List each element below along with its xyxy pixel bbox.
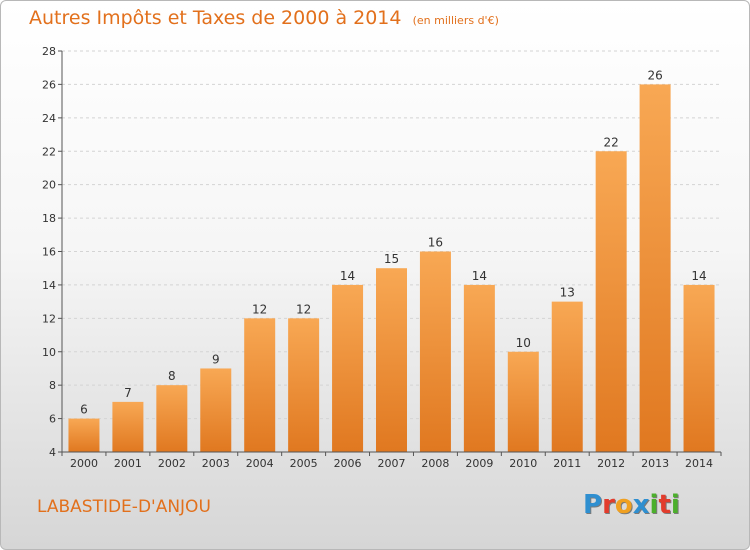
logo-letter: o <box>614 490 633 520</box>
data-label: 12 <box>296 302 311 316</box>
data-label: 6 <box>80 403 88 417</box>
bar <box>156 385 188 452</box>
x-tick-label: 2006 <box>334 457 362 470</box>
bar <box>244 318 276 452</box>
x-tick-label: 2002 <box>158 457 186 470</box>
x-tick-label: 2004 <box>246 457 274 470</box>
y-tick-label: 18 <box>42 212 56 225</box>
x-tick-label: 2007 <box>378 457 406 470</box>
data-label: 16 <box>428 236 443 250</box>
bars <box>68 84 715 453</box>
bar <box>551 301 583 452</box>
x-tick-label: 2000 <box>70 457 98 470</box>
bar <box>200 368 232 452</box>
proxiti-logo: Proxiti <box>583 490 680 520</box>
x-tick-label: 2012 <box>597 457 625 470</box>
data-label: 26 <box>647 68 662 82</box>
data-label: 7 <box>124 386 132 400</box>
bar <box>507 351 539 452</box>
data-labels: 6 7 8 9 12 12 14 15 16 14 10 13 22 26 14 <box>80 68 707 416</box>
x-tick-label: 2008 <box>421 457 449 470</box>
data-label: 8 <box>168 369 176 383</box>
bar <box>683 284 715 452</box>
y-tick-label: 24 <box>42 112 56 125</box>
y-tick-label: 4 <box>49 446 56 459</box>
bar <box>419 251 451 452</box>
bar <box>112 401 144 452</box>
data-label: 15 <box>384 252 399 266</box>
y-tick-label: 26 <box>42 78 56 91</box>
x-tick-label: 2009 <box>465 457 493 470</box>
bar <box>463 284 495 452</box>
x-tick-label: 2013 <box>641 457 669 470</box>
y-tick-label: 10 <box>42 346 56 359</box>
logo-letter: x <box>632 490 650 520</box>
logo-letter: i <box>649 490 659 520</box>
chart-title-group: Autres Impôts et Taxes de 2000 à 2014 (e… <box>29 7 499 29</box>
chart-title: Autres Impôts et Taxes de 2000 à 2014 <box>29 7 402 29</box>
bar <box>332 284 364 452</box>
logo-letter: i <box>670 490 680 520</box>
city-name: LABASTIDE-D'ANJOU <box>37 497 211 517</box>
data-label: 14 <box>472 269 487 283</box>
data-label: 14 <box>691 269 706 283</box>
chart-subtitle: (en milliers d'€) <box>412 14 499 27</box>
y-tick-label: 28 <box>42 45 56 58</box>
y-tick-label: 16 <box>42 246 56 259</box>
data-label: 14 <box>340 269 355 283</box>
x-tick-label: 2010 <box>509 457 537 470</box>
y-tick-label: 6 <box>49 413 56 426</box>
logo-letter: r <box>602 490 615 520</box>
y-tick-label: 20 <box>42 179 56 192</box>
y-tick-label: 22 <box>42 145 56 158</box>
y-tick-label: 14 <box>42 279 56 292</box>
data-label: 13 <box>560 286 575 300</box>
x-tick-label: 2005 <box>290 457 318 470</box>
data-label: 22 <box>604 135 619 149</box>
y-tick-label: 12 <box>42 312 56 325</box>
bar <box>639 84 671 453</box>
x-tick-label: 2001 <box>114 457 142 470</box>
bar <box>595 151 627 452</box>
x-tick-label: 2003 <box>202 457 230 470</box>
logo-letter: t <box>658 490 671 520</box>
x-tick-label: 2011 <box>553 457 581 470</box>
data-label: 10 <box>516 336 531 350</box>
logo-letter: P <box>583 490 603 520</box>
data-label: 12 <box>252 302 267 316</box>
y-tick-label: 8 <box>49 379 56 392</box>
bar <box>68 418 100 452</box>
bar <box>376 268 407 452</box>
data-label: 9 <box>212 352 220 366</box>
bar <box>288 318 320 452</box>
x-tick-label: 2014 <box>685 457 713 470</box>
axes: 4 6 8 10 12 14 16 18 20 22 24 26 28 2000 2001 2002 2003 2… <box>42 45 722 470</box>
